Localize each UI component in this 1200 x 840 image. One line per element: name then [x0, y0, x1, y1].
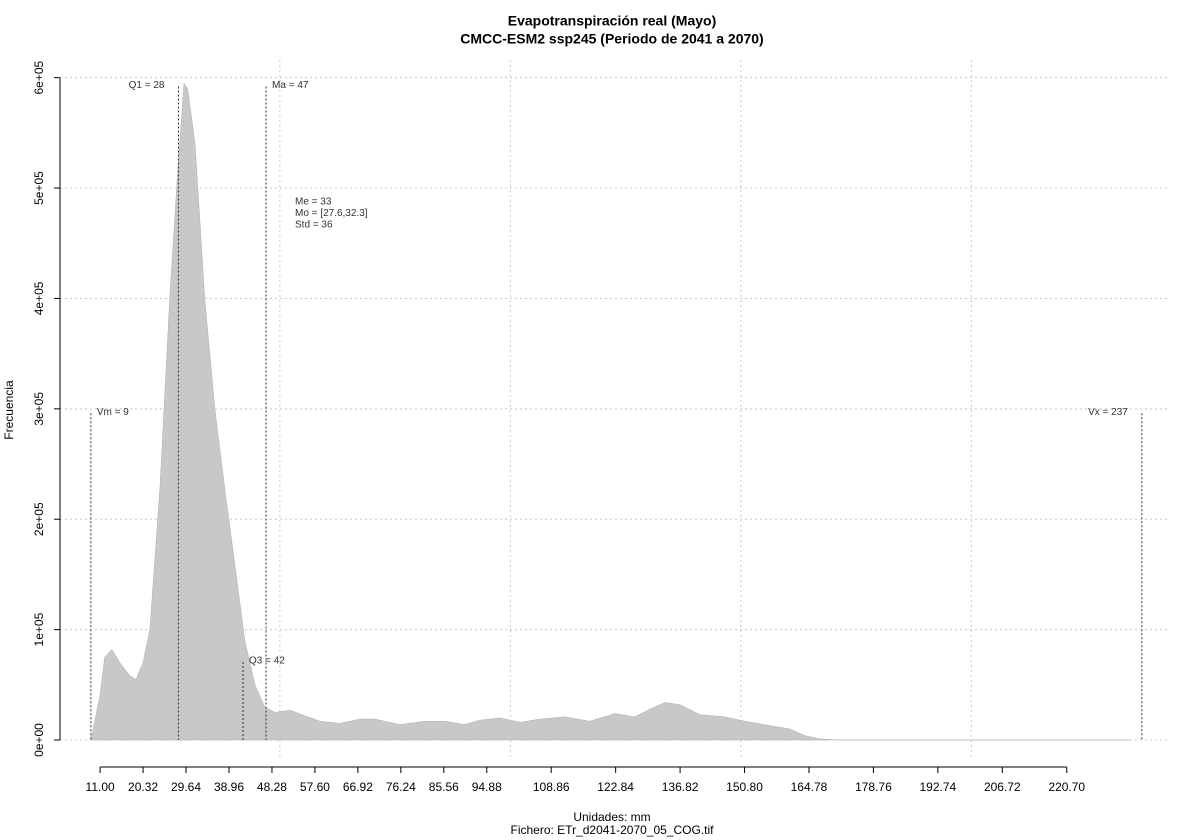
stat-label: Me = 33: [295, 197, 332, 208]
x-tick-label: 220.70: [1048, 780, 1085, 794]
x-axis-label: Unidades: mm: [573, 810, 650, 824]
x-tick-label: 122.84: [597, 780, 634, 794]
x-tick-label: 48.28: [257, 780, 287, 794]
x-tick-label: 94.88: [472, 780, 502, 794]
y-tick-label: 2e+05: [32, 502, 46, 536]
x-tick-label: 164.78: [791, 780, 828, 794]
y-tick-label: 3e+05: [32, 392, 46, 426]
stat-label: Std = 36: [295, 220, 333, 231]
x-tick-label: 38.96: [214, 780, 244, 794]
x-tick-label: 20.32: [128, 780, 158, 794]
marker-label: Q1 = 28: [129, 80, 165, 91]
y-tick-label: 1e+05: [32, 612, 46, 646]
x-tick-label: 29.64: [171, 780, 201, 794]
y-tick-label: 6e+05: [32, 60, 46, 94]
marker-label: Ma = 47: [272, 80, 309, 91]
x-tick-label: 76.24: [386, 780, 416, 794]
caption: Fichero: ETr_d2041-2070_05_COG.tif: [511, 823, 715, 837]
x-tick-label: 178.76: [855, 780, 892, 794]
marker-label: Q3 = 42: [249, 656, 285, 667]
x-tick-label: 66.92: [343, 780, 373, 794]
marker-label: Vx = 237: [1088, 407, 1128, 418]
y-axis-label: Frecuencia: [2, 380, 16, 440]
x-tick-label: 85.56: [429, 780, 459, 794]
stat-label: Mo = [27.6,32.3]: [295, 208, 368, 219]
y-tick-label: 5e+05: [32, 171, 46, 205]
x-tick-label: 11.00: [86, 780, 115, 794]
x-tick-label: 136.82: [662, 780, 699, 794]
x-tick-label: 192.74: [920, 780, 957, 794]
density-area: [90, 82, 1130, 741]
y-tick-label: 0e+00: [32, 723, 46, 757]
chart-title: Evapotranspiración real (Mayo): [508, 13, 717, 29]
marker-label: Vm = 9: [97, 407, 129, 418]
x-tick-label: 206.72: [984, 780, 1021, 794]
x-tick-label: 57.60: [300, 780, 330, 794]
x-tick-label: 108.86: [533, 780, 570, 794]
x-tick-label: 150.80: [726, 780, 763, 794]
chart-subtitle: CMCC-ESM2 ssp245 (Periodo de 2041 a 2070…: [460, 31, 763, 47]
y-tick-label: 4e+05: [32, 281, 46, 315]
